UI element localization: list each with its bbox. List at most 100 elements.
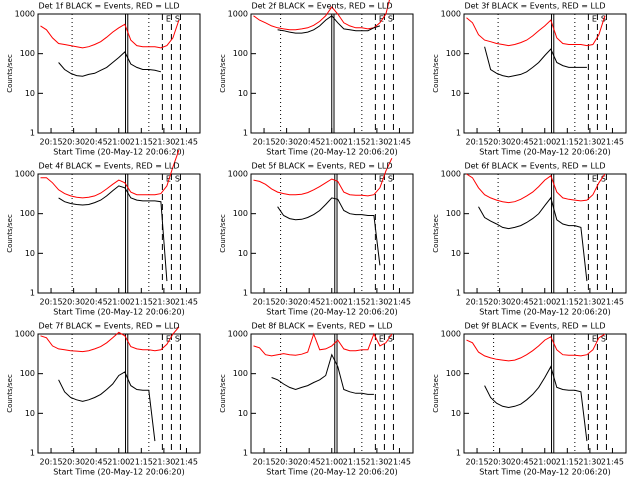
x-tick-label: 20:45 xyxy=(511,298,534,307)
x-tick-label: 20:45 xyxy=(298,458,321,467)
y-tick-label: 10 xyxy=(451,249,461,258)
chart-title: Det 2f BLACK = Events, RED = LLD xyxy=(251,2,392,11)
x-tick-label: 20:30 xyxy=(62,458,85,467)
chart-panel: 1 10 100 1000 20:15 20:30 20:45 21:00 21:15 21:30… xyxy=(6,149,201,317)
x-tick-label: 20:15 xyxy=(253,298,276,307)
plot-frame xyxy=(463,173,627,294)
y-tick-label: 100 xyxy=(446,49,461,58)
x-tick-label: 21:15 xyxy=(343,458,366,467)
annotation: E xyxy=(592,335,597,344)
y-tick-label: 1000 xyxy=(228,330,248,339)
plot-frame xyxy=(250,333,414,454)
chart-panel: 1 10 100 1000 20:15 20:30 20:45 21:00 21:15 21:30… xyxy=(6,322,201,477)
plot-frame xyxy=(250,173,414,294)
x-tick-label: 21:15 xyxy=(130,298,153,307)
y-axis-label: Counts/sec xyxy=(6,374,14,413)
y-tick-label: 1 xyxy=(243,129,248,138)
chart-panel: 1 10 100 1000 20:15 20:30 20:45 21:00 21:15 21:30… xyxy=(6,2,201,157)
annotation: E xyxy=(166,15,171,24)
series-line xyxy=(40,326,180,353)
y-tick-label: 1 xyxy=(456,129,461,138)
y-tick-label: 1000 xyxy=(441,330,461,339)
x-tick-label: 20:30 xyxy=(275,298,298,307)
x-tick-label: 21:45 xyxy=(388,298,411,307)
annotation: E xyxy=(379,175,384,184)
series-line xyxy=(484,46,587,78)
chart-panel: 1 10 100 1000 20:15 20:30 20:45 21:00 21:15 21:30… xyxy=(219,157,414,317)
x-tick-label: 20:45 xyxy=(85,298,108,307)
x-tick-label: 21:45 xyxy=(388,458,411,467)
y-tick-label: 1 xyxy=(30,129,35,138)
y-tick-label: 100 xyxy=(20,369,35,378)
annotation: S xyxy=(175,175,180,184)
chart-title: Det 1f BLACK = Events, RED = LLD xyxy=(38,2,179,11)
annotation: S xyxy=(175,335,180,344)
x-tick-label: 21:15 xyxy=(556,458,579,467)
y-axis-label: Counts/sec xyxy=(432,374,440,413)
chart-title: Det 9f BLACK = Events, RED = LLD xyxy=(464,322,605,331)
x-tick-label: 21:15 xyxy=(130,138,153,147)
x-tick-label: 20:45 xyxy=(511,458,534,467)
x-tick-label: 21:15 xyxy=(343,298,366,307)
y-tick-label: 1000 xyxy=(228,170,248,179)
series-line xyxy=(58,371,156,442)
series-line xyxy=(253,157,393,197)
series-line xyxy=(277,15,381,34)
annotation: S xyxy=(388,175,393,184)
series-line xyxy=(277,197,381,266)
x-tick-label: 21:00 xyxy=(320,458,343,467)
x-axis-label: Start Time (20-May-12 20:06:20) xyxy=(266,148,397,157)
x-tick-label: 20:15 xyxy=(466,458,489,467)
annotation: S xyxy=(175,15,180,24)
y-axis-label: Counts/sec xyxy=(6,54,14,93)
y-tick-label: 1 xyxy=(243,449,248,458)
y-tick-label: 100 xyxy=(233,49,248,58)
y-axis-label: Counts/sec xyxy=(6,214,14,253)
x-tick-label: 21:00 xyxy=(107,138,130,147)
chart-panel: 1 10 100 1000 20:15 20:30 20:45 21:00 21:15 21:30… xyxy=(219,0,414,157)
x-axis-label: Start Time (20-May-12 20:06:20) xyxy=(479,308,610,317)
x-tick-label: 20:15 xyxy=(253,458,276,467)
series-line xyxy=(466,333,606,362)
x-tick-label: 21:00 xyxy=(107,458,130,467)
x-tick-label: 20:15 xyxy=(40,458,63,467)
x-tick-label: 21:45 xyxy=(388,138,411,147)
x-tick-label: 21:15 xyxy=(130,458,153,467)
y-tick-label: 1 xyxy=(456,289,461,298)
x-tick-label: 21:30 xyxy=(152,298,175,307)
x-tick-label: 21:45 xyxy=(601,298,624,307)
annotation: E xyxy=(379,15,384,24)
x-axis-label: Start Time (20-May-12 20:06:20) xyxy=(266,468,397,477)
x-tick-label: 21:15 xyxy=(556,298,579,307)
annotation: E xyxy=(592,175,597,184)
y-tick-label: 10 xyxy=(25,89,35,98)
y-tick-label: 100 xyxy=(20,49,35,58)
annotation: E xyxy=(166,175,171,184)
y-axis-label: Counts/sec xyxy=(219,374,227,413)
annotation: S xyxy=(601,335,606,344)
y-tick-label: 1000 xyxy=(15,330,35,339)
x-tick-label: 21:15 xyxy=(343,138,366,147)
x-tick-label: 20:30 xyxy=(488,138,511,147)
x-axis-label: Start Time (20-May-12 20:06:20) xyxy=(266,308,397,317)
y-tick-label: 10 xyxy=(238,249,248,258)
plot-frame xyxy=(37,333,201,454)
chart-title: Det 8f BLACK = Events, RED = LLD xyxy=(251,322,392,331)
y-tick-label: 1000 xyxy=(441,10,461,19)
y-tick-label: 100 xyxy=(233,209,248,218)
y-tick-label: 10 xyxy=(238,409,248,418)
series-line xyxy=(466,15,606,47)
y-tick-label: 100 xyxy=(233,369,248,378)
y-tick-label: 1000 xyxy=(228,10,248,19)
series-line xyxy=(58,185,168,282)
y-tick-label: 10 xyxy=(451,409,461,418)
x-tick-label: 21:00 xyxy=(107,298,130,307)
chart-title: Det 7f BLACK = Events, RED = LLD xyxy=(38,322,179,331)
y-tick-label: 1 xyxy=(30,449,35,458)
chart-panel: 1 10 100 1000 20:15 20:30 20:45 21:00 21:15 21:30… xyxy=(219,322,414,477)
x-tick-label: 21:30 xyxy=(152,138,175,147)
annotation: S xyxy=(388,15,393,24)
x-tick-label: 20:30 xyxy=(275,138,298,147)
series-line xyxy=(484,365,588,442)
